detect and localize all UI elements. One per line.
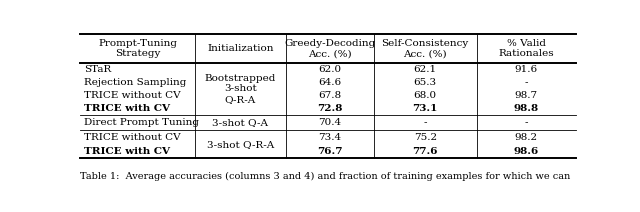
Text: 72.8: 72.8 <box>317 104 342 113</box>
Text: 3-shot Q-A: 3-shot Q-A <box>212 118 268 127</box>
Text: Initialization: Initialization <box>207 44 274 53</box>
Text: 3-shot Q-R-A: 3-shot Q-R-A <box>207 140 274 149</box>
Text: 73.1: 73.1 <box>413 104 438 113</box>
Text: 67.8: 67.8 <box>318 91 341 100</box>
Text: TRICE with CV: TRICE with CV <box>84 147 170 156</box>
Text: TRICE with CV: TRICE with CV <box>84 104 170 113</box>
Text: 91.6: 91.6 <box>515 65 538 74</box>
Text: Bootstrapped
3-shot
Q-R-A: Bootstrapped 3-shot Q-R-A <box>205 74 276 104</box>
Text: Greedy-Decoding
Acc. (%): Greedy-Decoding Acc. (%) <box>284 39 376 58</box>
Text: -: - <box>525 78 528 87</box>
Text: 65.3: 65.3 <box>413 78 436 87</box>
Text: TRICE without CV: TRICE without CV <box>84 133 180 142</box>
Text: -: - <box>525 118 528 127</box>
Text: 68.0: 68.0 <box>413 91 436 100</box>
Text: 73.4: 73.4 <box>318 133 341 142</box>
Text: 98.6: 98.6 <box>514 147 539 156</box>
Text: 75.2: 75.2 <box>413 133 436 142</box>
Text: 62.1: 62.1 <box>413 65 436 74</box>
Text: 98.8: 98.8 <box>514 104 539 113</box>
Text: Prompt-Tuning
Strategy: Prompt-Tuning Strategy <box>98 39 177 58</box>
Text: Direct Prompt Tuning: Direct Prompt Tuning <box>84 118 199 127</box>
Text: 70.4: 70.4 <box>318 118 341 127</box>
Text: 98.7: 98.7 <box>515 91 538 100</box>
Text: Self-Consistency
Acc. (%): Self-Consistency Acc. (%) <box>381 39 469 58</box>
Text: 62.0: 62.0 <box>318 65 341 74</box>
Text: -: - <box>424 118 427 127</box>
Text: 76.7: 76.7 <box>317 147 342 156</box>
Text: Table 1:  Average accuracies (columns 3 and 4) and fraction of training examples: Table 1: Average accuracies (columns 3 a… <box>80 172 570 181</box>
Text: 64.6: 64.6 <box>318 78 341 87</box>
Text: 77.6: 77.6 <box>412 147 438 156</box>
Text: Rejection Sampling: Rejection Sampling <box>84 78 186 87</box>
Text: % Valid
Rationales: % Valid Rationales <box>499 39 554 58</box>
Text: STaR: STaR <box>84 65 111 74</box>
Text: TRICE without CV: TRICE without CV <box>84 91 180 100</box>
Text: 98.2: 98.2 <box>515 133 538 142</box>
